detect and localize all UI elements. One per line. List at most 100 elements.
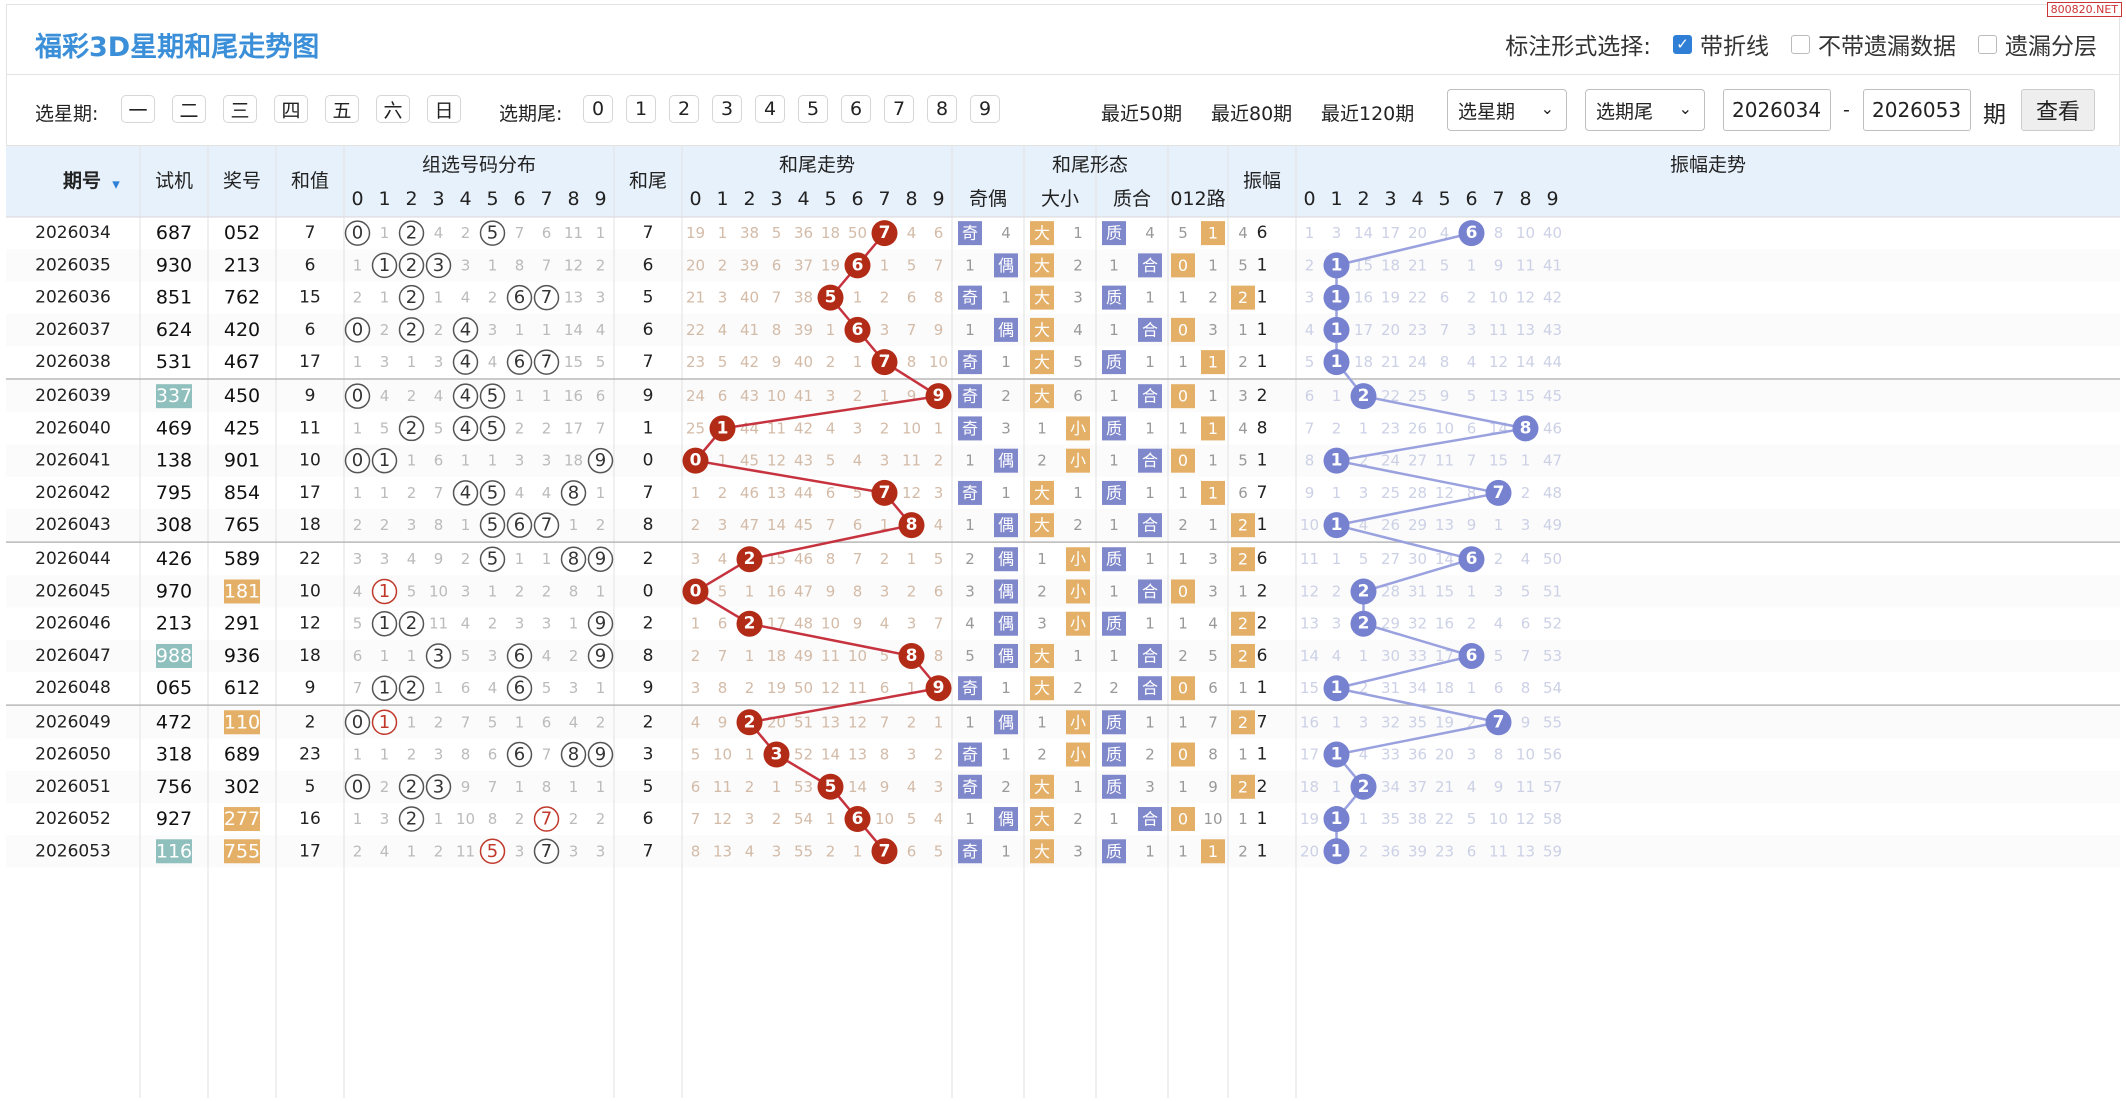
header-digit: 4 (797, 188, 809, 210)
tail-chip[interactable]: 1 (626, 95, 656, 123)
road-omission: 1 (1238, 746, 1248, 764)
amplitude-trend-omission: 17 (1300, 746, 1319, 764)
tail-value: 7 (643, 841, 654, 861)
amplitude-trend-omission: 9 (1494, 256, 1504, 274)
amplitude-trend-ball (1323, 675, 1350, 702)
issue-number: 2026053 (35, 841, 111, 861)
tail-trend-omission: 5 (718, 582, 728, 600)
weekday-chip[interactable]: 四 (274, 95, 308, 123)
tail-trend-omission: 45 (740, 452, 759, 470)
tail-chip[interactable]: 7 (884, 95, 914, 123)
odd-even-badge (958, 774, 982, 799)
distribution-omission: 2 (380, 516, 390, 534)
distribution-omission: 1 (461, 516, 471, 534)
filter-bar: 选星期: 一 二 三 四 五 六 日 选期尾: 0 1 2 3 4 5 6 7 … (6, 74, 2120, 146)
header-digit: 1 (378, 188, 390, 210)
checkbox-icon[interactable] (1791, 34, 1810, 54)
amplitude-trend-omission: 38 (1408, 810, 1427, 828)
distribution-hit-circle (344, 774, 371, 800)
period-suffix: 期 (1983, 102, 2006, 128)
tail-select[interactable]: 选期尾 ⌄ (1585, 89, 1705, 131)
draw-number: 612 (224, 677, 260, 699)
from-issue-input[interactable]: 2026034 (1723, 89, 1831, 131)
draw-highlight (224, 839, 260, 864)
distribution-omission: 4 (488, 353, 498, 371)
amplitude-trend-omission: 25 (1408, 387, 1427, 405)
option-with-line[interactable]: ✓ 带折线 (1673, 27, 1769, 61)
issue-number: 2026050 (35, 745, 111, 765)
distribution-omission: 4 (515, 484, 525, 502)
query-button[interactable]: 查看 (2021, 89, 2095, 131)
sum-value: 16 (299, 809, 321, 829)
amplitude-trend-omission: 24 (1381, 452, 1400, 470)
tail-trend-omission: 13 (821, 713, 840, 731)
tail-chip[interactable]: 4 (755, 95, 785, 123)
issue-number: 2026041 (35, 451, 111, 471)
option-omission-layer[interactable]: 遗漏分层 (1978, 27, 2097, 61)
tail-chip[interactable]: 6 (841, 95, 871, 123)
tail-chip[interactable]: 0 (583, 95, 613, 123)
odd-even-label: 偶 (998, 646, 1014, 665)
table-row (6, 706, 2120, 739)
big-small-label: 大 (1034, 679, 1050, 698)
amplitude-trend-omission: 27 (1408, 452, 1427, 470)
tail-chip[interactable]: 2 (669, 95, 699, 123)
amplitude-trend-omission: 11 (1489, 842, 1508, 860)
road-omission: 2 (1178, 516, 1188, 534)
weekday-chip[interactable]: 日 (427, 95, 461, 123)
tail-chip[interactable]: 5 (798, 95, 828, 123)
tail-trend-omission: 25 (686, 419, 705, 437)
amplitude-trend-omission: 15 (1300, 679, 1319, 697)
distribution-omission: 1 (353, 810, 363, 828)
table-row (6, 380, 2120, 413)
weekday-chip[interactable]: 六 (376, 95, 410, 123)
weekday-label: 选星期: (35, 103, 99, 125)
amplitude-trend-omission: 1 (1332, 713, 1342, 731)
tail-trend-ball (844, 252, 871, 279)
distribution-hit-circle (398, 774, 425, 800)
tail-trend-ball (898, 512, 925, 539)
distribution-omission: 9 (461, 778, 471, 796)
amplitude-trend-omission: 10 (1300, 516, 1319, 534)
weekday-chip[interactable]: 五 (325, 95, 359, 123)
table-row (6, 543, 2120, 576)
tail-trend-omission: 1 (718, 224, 728, 242)
tail-chip[interactable]: 3 (712, 95, 742, 123)
amplitude-trend-omission: 16 (1354, 289, 1373, 307)
tail-chip[interactable]: 9 (970, 95, 1000, 123)
recent-120-link[interactable]: 最近120期 (1321, 103, 1415, 125)
amplitude-trend-omission: 55 (1543, 713, 1562, 731)
amplitude-trend-ball (1323, 806, 1350, 833)
tail-chip[interactable]: 8 (927, 95, 957, 123)
distribution-hit-circle (479, 838, 506, 865)
tail-trend-ball-label: 3 (771, 745, 783, 765)
amplitude-trend-omission: 7 (1440, 321, 1450, 339)
odd-even-badge (994, 253, 1018, 278)
tail-trend-omission: 9 (853, 615, 863, 633)
big-small-badge (1066, 742, 1090, 767)
weekday-chip[interactable]: 二 (172, 95, 206, 123)
checkbox-icon[interactable] (1978, 34, 1997, 54)
tail-value: 5 (643, 777, 654, 797)
tail-trend-omission: 12 (848, 713, 867, 731)
weekday-chip[interactable]: 一 (121, 95, 155, 123)
recent-50-link[interactable]: 最近50期 (1101, 103, 1183, 125)
prime-comp-badge (1102, 416, 1126, 441)
big-small-omission: 1 (1073, 224, 1083, 242)
distribution-hit-circle (479, 415, 506, 442)
road-omission: 2 (1208, 289, 1218, 307)
weekday-chip[interactable]: 三 (223, 95, 257, 123)
prime-comp-badge (1138, 448, 1162, 473)
table-row (6, 444, 2120, 477)
distribution-hit-circle (425, 643, 452, 669)
weekday-select[interactable]: 选星期 ⌄ (1447, 89, 1567, 131)
recent-80-link[interactable]: 最近80期 (1211, 103, 1293, 125)
tail-value: 2 (643, 712, 654, 732)
amplitude-trend-omission: 25 (1381, 484, 1400, 502)
to-issue-input[interactable]: 2026053 (1863, 89, 1971, 131)
option-no-omission[interactable]: 不带遗漏数据 (1791, 27, 1956, 61)
tail-trend-ball-label: 0 (690, 451, 702, 471)
amplitude-trend-omission: 20 (1408, 224, 1427, 242)
checkbox-checked-icon[interactable]: ✓ (1673, 34, 1692, 54)
distribution-omission: 3 (434, 353, 444, 371)
